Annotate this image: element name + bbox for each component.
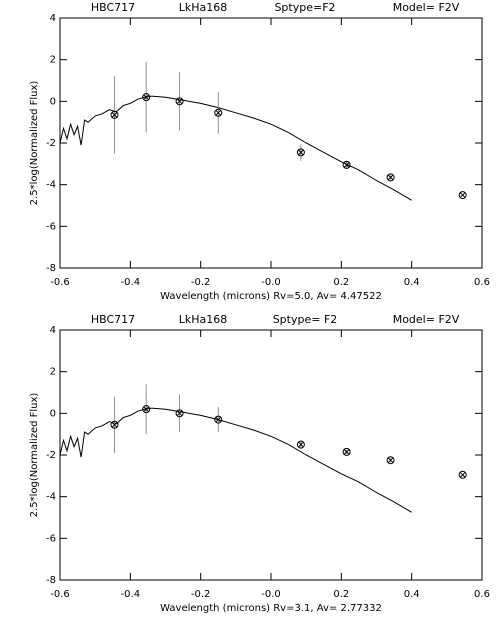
- point-marker: [386, 173, 395, 182]
- x-tick-label: -0.6: [50, 589, 70, 600]
- data-point: [458, 191, 467, 200]
- data-point: [214, 108, 223, 117]
- x-tick-label: -0.6: [50, 277, 70, 288]
- data-point: [342, 447, 351, 456]
- y-tick-label: 2: [50, 367, 56, 378]
- title-part: Model= F2V: [393, 1, 460, 14]
- model-spectrum: [59, 95, 412, 201]
- y-tick-label: -6: [46, 221, 56, 232]
- y-axis-label: 2.5*log(Normalized Flux): [29, 393, 40, 518]
- plot-frame: [59, 17, 483, 269]
- title-part: Sptype=F2: [274, 1, 335, 14]
- title-part: HBC717: [91, 1, 135, 14]
- point-marker: [110, 420, 119, 429]
- point-marker: [387, 457, 394, 464]
- y-tick-label: -4: [46, 492, 56, 503]
- point-marker: [142, 93, 151, 102]
- point-marker: [111, 421, 118, 428]
- x-axis-label: Wavelength (microns) Rv=3.1, Av= 2.77332: [160, 603, 382, 614]
- plot-frame: [59, 329, 483, 581]
- y-tick-label: 4: [50, 325, 56, 336]
- point-marker: [142, 405, 151, 414]
- point-marker: [214, 415, 223, 424]
- point-marker: [342, 160, 351, 169]
- y-tick-label: -8: [46, 263, 56, 274]
- x-tick-label: 0.2: [333, 277, 349, 288]
- point-marker: [298, 149, 304, 156]
- point-marker: [215, 416, 222, 423]
- y-tick-label: -2: [46, 138, 56, 149]
- point-marker: [459, 471, 466, 478]
- point-marker: [110, 110, 119, 119]
- x-tick-label: 0.4: [404, 277, 420, 288]
- data-point: [386, 456, 395, 465]
- point-marker: [298, 441, 304, 448]
- title-part: LkHa168: [179, 313, 228, 326]
- point-marker: [143, 94, 150, 101]
- x-tick-label: 0.4: [404, 589, 420, 600]
- point-marker: [343, 162, 350, 168]
- y-tick-label: 0: [50, 408, 56, 419]
- title-part: HBC717: [91, 313, 135, 326]
- data-point: [110, 110, 119, 119]
- point-marker: [175, 97, 184, 106]
- point-marker: [175, 409, 184, 418]
- data-point: [296, 148, 305, 157]
- data-point: [342, 160, 351, 169]
- data-point: [110, 420, 119, 429]
- title-part: Model= F2V: [393, 313, 460, 326]
- point-marker: [143, 406, 150, 413]
- point-marker: [215, 109, 222, 116]
- point-marker: [296, 148, 305, 157]
- data-point: [386, 173, 395, 182]
- title-part: Sptype= F2: [273, 313, 338, 326]
- point-marker: [458, 191, 467, 200]
- point-marker: [343, 449, 350, 455]
- point-marker: [458, 470, 467, 479]
- y-tick-label: -2: [46, 450, 56, 461]
- x-tick-label: -0.2: [191, 589, 211, 600]
- y-tick-label: 0: [50, 96, 56, 107]
- x-tick-label: -0.0: [261, 589, 281, 600]
- model-spectrum: [59, 407, 412, 513]
- title-part: LkHa168: [179, 1, 228, 14]
- y-tick-label: -4: [46, 180, 56, 191]
- point-marker: [459, 192, 466, 198]
- y-axis-label: 2.5*log(Normalized Flux): [29, 81, 40, 206]
- x-tick-label: 0.6: [474, 277, 490, 288]
- x-tick-label: 0.6: [474, 589, 490, 600]
- data-point: [175, 409, 184, 418]
- point-marker: [387, 174, 394, 181]
- x-tick-label: -0.0: [261, 277, 281, 288]
- data-point: [214, 415, 223, 424]
- point-marker: [296, 440, 305, 449]
- data-point: [142, 405, 151, 414]
- data-point: [296, 440, 305, 449]
- x-axis-label: Wavelength (microns) Rv=5.0, Av= 4.47522: [160, 291, 382, 302]
- x-tick-label: 0.2: [333, 589, 349, 600]
- data-point: [458, 470, 467, 479]
- point-marker: [214, 108, 223, 117]
- point-marker: [342, 447, 351, 456]
- data-point: [142, 93, 151, 102]
- y-tick-label: -8: [46, 575, 56, 586]
- point-marker: [176, 410, 183, 417]
- y-tick-label: 2: [50, 55, 56, 66]
- x-tick-label: -0.2: [191, 277, 211, 288]
- x-tick-label: -0.4: [121, 589, 141, 600]
- data-point: [175, 97, 184, 106]
- point-marker: [386, 456, 395, 465]
- y-tick-label: -6: [46, 533, 56, 544]
- y-tick-label: 4: [50, 13, 56, 24]
- point-marker: [176, 98, 183, 105]
- x-tick-label: -0.4: [121, 277, 141, 288]
- point-marker: [111, 112, 118, 118]
